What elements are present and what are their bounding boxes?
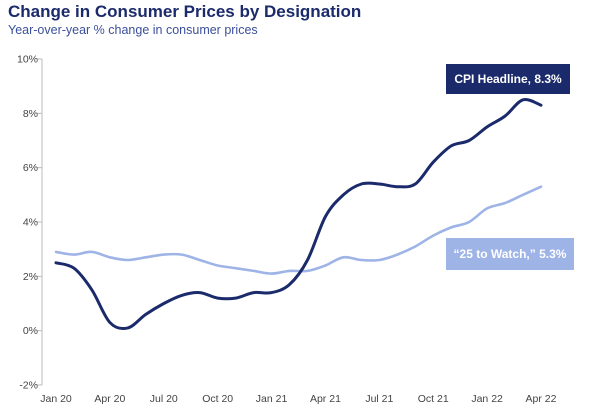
chart-title: Change in Consumer Prices by Designation — [8, 2, 362, 21]
series-lines — [54, 97, 543, 331]
x-tick-label: Jan 20 — [40, 393, 72, 405]
x-tick-label: Jan 21 — [256, 393, 288, 405]
cpi-headline-callout: CPI Headline, 8.3% — [446, 64, 570, 94]
x-tick-label: Jan 22 — [471, 393, 503, 405]
x-tick-label: Oct 20 — [202, 393, 233, 405]
y-tick-label: -2% — [19, 380, 38, 392]
y-tick-label: 2% — [23, 271, 38, 283]
y-tick-label: 6% — [23, 162, 38, 174]
y-tick-label: 10% — [17, 54, 38, 66]
cpi-headline-line — [54, 97, 543, 331]
x-tick-label: Jul 21 — [365, 393, 393, 405]
y-tick-label: 8% — [23, 108, 38, 120]
y-tick-label: 4% — [23, 217, 38, 229]
axes: -2% 0% 2% 4% 6% 8% 10% Jan 20 Apr 20 Jul 20 Oct 20… — [17, 54, 557, 406]
x-tick-label: Apr 20 — [94, 393, 125, 405]
chart-subtitle: Year-over-year % change in consumer pric… — [8, 23, 258, 37]
25-to-watch-callout: “25 to Watch,” 5.3% — [446, 238, 574, 270]
x-tick-label: Jul 20 — [150, 393, 178, 405]
25-to-watch-line — [54, 185, 543, 275]
x-tick-label: Apr 21 — [310, 393, 341, 405]
x-tick-label: Apr 22 — [526, 393, 557, 405]
x-tick-label: Oct 21 — [418, 393, 449, 405]
y-tick-label: 0% — [23, 325, 38, 337]
